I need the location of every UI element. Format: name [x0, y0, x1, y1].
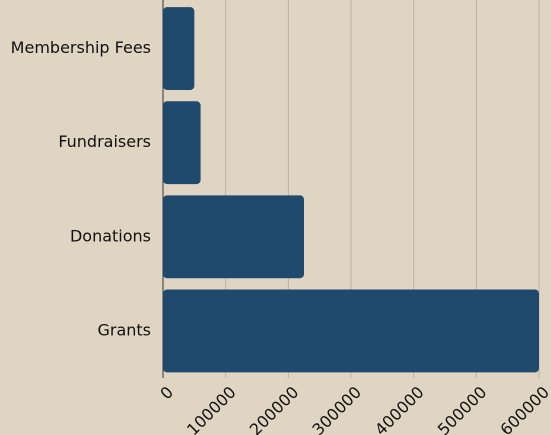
x-tick-label: 400000 [371, 383, 428, 435]
x-tick-label: 600000 [496, 383, 551, 435]
x-tick-label: 200000 [246, 383, 303, 435]
y-tick-label: Donations [70, 226, 151, 245]
x-tick-label: 500000 [434, 383, 491, 435]
x-tick-label: 0 [156, 383, 177, 404]
bar [163, 289, 539, 373]
y-tick-label: Fundraisers [58, 132, 151, 151]
y-tick-label: Grants [97, 320, 151, 339]
y-tick-label: Membership Fees [11, 38, 151, 57]
x-tick-label: 300000 [308, 383, 365, 435]
bar [163, 195, 304, 279]
x-tick-label: 100000 [183, 383, 240, 435]
bar [163, 101, 201, 185]
bar [163, 7, 195, 90]
